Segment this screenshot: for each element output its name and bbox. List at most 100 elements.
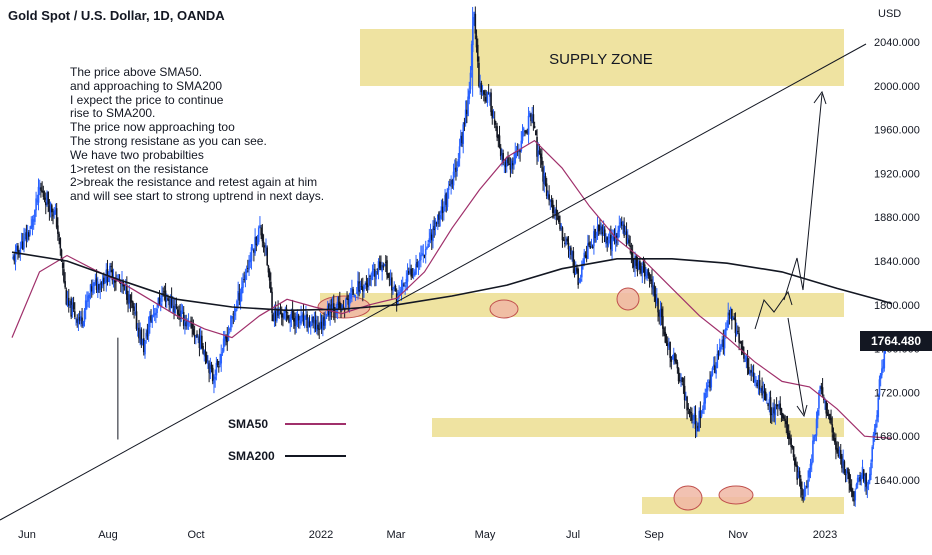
candle-body (591, 246, 594, 248)
candle-body (81, 317, 83, 324)
candle-body (773, 407, 775, 414)
candle-body (318, 328, 321, 330)
candle-body (89, 284, 92, 293)
candle-body (583, 252, 586, 264)
candle-body (878, 379, 881, 396)
candle-body (593, 231, 595, 247)
candle-body (588, 242, 590, 246)
y-tick-label: 1880.000 (874, 212, 920, 224)
candle-body (80, 316, 82, 320)
candle-body (368, 277, 370, 286)
candle-body (623, 224, 625, 236)
candle-body (804, 487, 807, 489)
candle-body (330, 304, 333, 313)
candle-body (859, 476, 861, 482)
candle-body (812, 440, 814, 463)
x-tick-label: Aug (98, 529, 118, 541)
candle-body (502, 152, 504, 163)
candle-body (695, 428, 698, 432)
candle-body (628, 239, 630, 244)
candle-body (832, 434, 835, 438)
candle-body (276, 309, 278, 321)
candle-body (231, 316, 233, 319)
candle-body (634, 256, 636, 268)
candle-body (201, 335, 203, 348)
candle-body (531, 116, 533, 122)
candle-body (263, 245, 266, 248)
candle-body (354, 296, 357, 298)
candle-body (274, 311, 277, 321)
candle-body (704, 392, 707, 404)
candle-body (689, 412, 692, 414)
candle-body (530, 114, 532, 122)
candle-body (447, 186, 450, 191)
candle-body (868, 473, 871, 481)
candle-body (603, 229, 606, 243)
candle-body (479, 82, 481, 89)
candle-body (784, 419, 786, 422)
candle-body (376, 268, 379, 270)
candle-body (410, 268, 412, 277)
candle-body (242, 280, 244, 288)
candle-body (135, 311, 138, 329)
candle-body (348, 299, 351, 307)
candle-body (570, 247, 572, 255)
candle-body (706, 385, 709, 391)
candle-body (266, 247, 268, 266)
candle-body (319, 320, 322, 329)
candle-body (568, 246, 571, 251)
candle-body (787, 432, 790, 440)
candle-body (474, 13, 477, 34)
x-tick-label: May (475, 529, 496, 541)
candle-body (107, 277, 110, 283)
candle-body (98, 284, 100, 290)
candle-body (418, 260, 421, 262)
candle-body (802, 496, 805, 499)
candle-body (243, 279, 246, 281)
candle-body (722, 339, 725, 347)
candle-body (138, 327, 140, 339)
candle-body (69, 301, 71, 305)
candle-body (250, 247, 253, 262)
candle-body (432, 228, 434, 242)
candle-body (429, 232, 432, 239)
candle-body (513, 160, 515, 165)
candle-body (364, 283, 367, 285)
candle-body (774, 406, 777, 416)
candle-body (815, 419, 818, 436)
candle-body (545, 183, 548, 196)
candle-body (883, 350, 886, 369)
candle-body (498, 135, 501, 148)
supply-zone-label: SUPPLY ZONE (549, 51, 653, 68)
candle-body (366, 283, 369, 288)
candle-body (31, 219, 34, 228)
candle-body (547, 192, 549, 198)
candle-body (35, 198, 37, 211)
candle-body (674, 352, 676, 362)
candle-body (406, 273, 409, 282)
candle-body (123, 284, 126, 286)
candle-body (756, 382, 759, 387)
candle-body (163, 291, 166, 293)
candle-body (548, 194, 550, 201)
candle-body (640, 269, 642, 273)
candle-body (279, 312, 282, 315)
candle-body (165, 299, 168, 301)
candle-body (760, 387, 762, 391)
candle-body (314, 319, 317, 330)
x-tick-label: 2023 (813, 529, 837, 541)
candle-body (445, 193, 448, 205)
candle-body (272, 314, 275, 322)
candle-body (462, 124, 465, 144)
candle-body (451, 180, 454, 185)
candle-body (709, 380, 711, 388)
candle-body (147, 324, 150, 336)
resistance-zone (320, 293, 844, 317)
projection-down-path (787, 317, 805, 415)
candle-body (635, 256, 638, 266)
candle-body (781, 412, 784, 419)
candle-body (616, 235, 618, 238)
candle-body (312, 316, 314, 323)
candle-body (754, 379, 756, 383)
